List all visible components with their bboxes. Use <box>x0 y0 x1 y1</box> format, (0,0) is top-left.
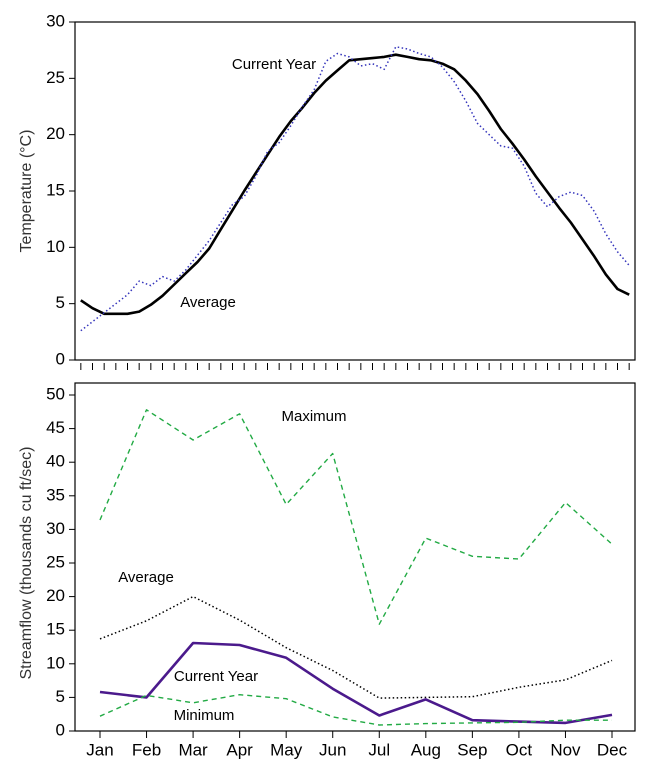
y-tick-label: 20 <box>46 586 65 605</box>
y-tick-label: 10 <box>46 237 65 256</box>
x-tick-label: Nov <box>550 740 581 759</box>
y-tick-label: 30 <box>46 11 65 30</box>
y-tick-label: 0 <box>56 720 65 739</box>
y-axis-label: Streamflow (thousands cu ft/sec) <box>18 447 35 680</box>
x-tick-label: Jun <box>319 740 346 759</box>
x-tick-label: May <box>270 740 303 759</box>
series-label: Current Year <box>174 668 258 685</box>
series-label: Maximum <box>281 408 346 425</box>
y-tick-label: 25 <box>46 68 65 87</box>
y-tick-label: 30 <box>46 519 65 538</box>
x-tick-label: Feb <box>132 740 161 759</box>
plot-frame <box>74 382 636 732</box>
x-tick-label: Oct <box>506 740 533 759</box>
y-tick-label: 15 <box>46 620 65 639</box>
series-label: Minimum <box>174 707 235 724</box>
y-tick-label: 40 <box>46 452 65 471</box>
x-tick-label: Sep <box>457 740 487 759</box>
x-tick-label: Dec <box>597 740 628 759</box>
y-tick-label: 50 <box>46 384 65 403</box>
y-tick-label: 15 <box>46 180 65 199</box>
x-tick-label: Jul <box>368 740 390 759</box>
y-tick-label: 10 <box>46 653 65 672</box>
x-tick-label: Apr <box>226 740 253 759</box>
series-label: Current Year <box>232 56 316 73</box>
series-line <box>80 46 630 332</box>
x-tick-label: Mar <box>178 740 208 759</box>
plot-frame <box>74 21 636 361</box>
series-line <box>99 694 612 726</box>
series-label: Average <box>118 569 174 586</box>
y-tick-label: 35 <box>46 485 65 504</box>
x-tick-label: Aug <box>411 740 441 759</box>
y-tick-label: 5 <box>56 293 65 312</box>
series-label: Average <box>180 294 236 311</box>
y-tick-label: 20 <box>46 124 65 143</box>
y-tick-label: 45 <box>46 418 65 437</box>
y-tick-label: 25 <box>46 552 65 571</box>
y-axis-label: Temperature (°C) <box>18 130 35 253</box>
series-line <box>80 53 630 316</box>
series-line <box>99 409 613 625</box>
y-tick-label: 5 <box>56 687 65 706</box>
y-tick-label: 0 <box>56 349 65 368</box>
x-tick-label: Jan <box>86 740 113 759</box>
